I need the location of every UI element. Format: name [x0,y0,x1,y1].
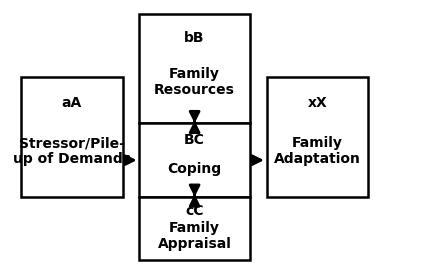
Text: BC: BC [184,133,205,147]
Bar [139,14,250,123]
Bar [21,77,122,197]
Text: Stressor/Pile-
up of Demands: Stressor/Pile- up of Demands [13,136,131,167]
Text: Family
Adaptation: Family Adaptation [274,136,361,167]
Text: bB: bB [184,31,205,45]
Text: Coping: Coping [167,162,222,176]
Bar [139,123,250,197]
Text: Family
Appraisal: Family Appraisal [158,221,232,251]
Bar [267,77,368,197]
Text: aA: aA [62,96,82,110]
Text: Family
Resources: Family Resources [154,67,235,97]
Text: xX: xX [308,96,327,110]
Text: cC: cC [185,204,204,218]
Bar [139,197,250,260]
